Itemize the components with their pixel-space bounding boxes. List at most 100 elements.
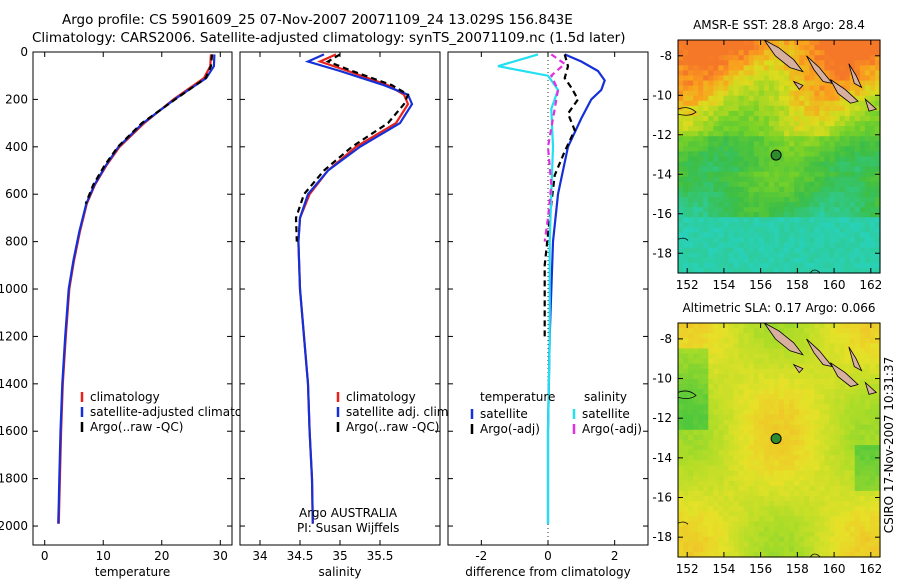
coastline: [809, 553, 821, 558]
coastline: [809, 269, 821, 274]
legend-label: satellite-adjusted climatology: [90, 405, 268, 419]
island-3: [830, 362, 859, 387]
legend-title: salinity: [584, 390, 627, 404]
y-tick-label: 1800: [0, 472, 28, 486]
sst-map: 152 154 156 158 160 162 -8 -10 -12 -14 -16 -18 AMSR-…: [652, 18, 882, 292]
figure-title-line2: Climatology: CARS2006. Satellite-adjuste…: [32, 30, 626, 46]
series-line-4: [543, 53, 567, 242]
legend-label: satellite: [582, 407, 630, 421]
y-tick-label: 200: [5, 92, 28, 106]
y-tick-label: 1000: [0, 282, 28, 296]
y-tick-label: -16: [652, 207, 672, 221]
island-4: [848, 346, 863, 372]
y-tick-label: 800: [5, 235, 28, 249]
pi-text: PI: Susan Wijffels: [297, 521, 399, 535]
y-tick-label: -12: [652, 128, 672, 142]
y-tick-label: 0: [20, 45, 28, 59]
island-1: [763, 322, 804, 356]
island-6: [864, 97, 878, 112]
map-color-field: [678, 40, 881, 274]
legend-title: temperature: [480, 390, 555, 404]
coastline: [677, 107, 697, 116]
credit-text: Argo AUSTRALIA: [299, 506, 398, 520]
timestamp-text: CSIRO 17-Nov-2007 10:31:37: [882, 357, 896, 533]
x-tick-label: 0: [544, 549, 552, 563]
x-tick-label: 160: [823, 278, 846, 292]
panel-frame: [32, 51, 233, 546]
x-tick-label: 154: [712, 278, 735, 292]
legend-label: climatology: [346, 390, 416, 404]
island-3: [830, 79, 859, 104]
legend-label: Argo(..raw -QC): [346, 420, 439, 434]
x-tick-label: 154: [712, 562, 735, 576]
map-frame: [677, 322, 881, 558]
argo-position-marker: [770, 433, 782, 445]
y-tick-label: 1400: [0, 377, 28, 391]
x-axis-label: temperature: [95, 565, 170, 579]
island-5: [792, 80, 804, 91]
y-tick-label: -12: [652, 411, 672, 425]
island-5: [792, 363, 804, 374]
y-tick-label: 600: [5, 187, 28, 201]
x-tick-label: 162: [859, 278, 882, 292]
x-tick-label: 152: [676, 562, 699, 576]
series-line-3: [294, 53, 410, 242]
series-line-3: [84, 54, 214, 205]
x-tick-label: 34: [252, 549, 267, 563]
y-tick-label: -18: [652, 530, 672, 544]
x-tick-label: 20: [154, 549, 169, 563]
x-tick-label: 156: [749, 278, 772, 292]
island-6: [864, 381, 878, 395]
y-tick-label: -10: [652, 372, 672, 386]
profile-panel-2: 34 34.5 35 35.5 salinity climatologysatellite…: [239, 51, 452, 579]
legend-label: Argo(-adj): [480, 422, 540, 436]
x-tick-label: 30: [213, 549, 228, 563]
map-title: Altimetric SLA: 0.17 Argo: 0.066: [682, 301, 875, 315]
x-axis-label: difference from climatology: [465, 565, 631, 579]
series-line-2: [57, 54, 216, 524]
x-axis-label: salinity: [318, 565, 361, 579]
series-line-3: [497, 53, 560, 524]
x-tick-label: 152: [676, 278, 699, 292]
x-tick-label: 35: [332, 549, 347, 563]
x-tick-label: 0: [41, 549, 49, 563]
island-2: [806, 55, 834, 85]
legend-label: satellite adj. clim.: [346, 405, 452, 419]
y-tick-label: 1200: [0, 329, 28, 343]
coastline: [677, 237, 689, 241]
figure-title-line1: Argo profile: CS 5901609_25 07-Nov-2007 …: [62, 12, 573, 28]
y-tick-label: 2000: [0, 519, 28, 533]
x-tick-label: 10: [96, 549, 111, 563]
profile-panel-1: 0 10 20 30 0 200 400 600 800 1000 1200 1400 1600 1800…: [0, 45, 268, 579]
y-tick-label: -8: [660, 49, 672, 63]
x-tick-label: 160: [823, 562, 846, 576]
series-line-2: [297, 53, 414, 524]
y-tick-label: -14: [652, 167, 672, 181]
coastline: [677, 521, 689, 525]
x-tick-label: 162: [859, 562, 882, 576]
panel-frame: [239, 51, 441, 546]
argo-position-marker: [770, 149, 782, 161]
map-frame: [677, 39, 881, 274]
legend-label: climatology: [90, 390, 160, 404]
x-tick-label: 2: [611, 549, 619, 563]
coastline: [677, 390, 697, 399]
legend-label: Argo(..raw -QC): [90, 420, 183, 434]
x-tick-label: 158: [786, 278, 809, 292]
x-tick-label: -2: [475, 549, 487, 563]
map-title: AMSR-E SST: 28.8 Argo: 28.4: [693, 18, 865, 32]
x-tick-label: 35.5: [367, 549, 394, 563]
y-tick-label: 400: [5, 140, 28, 154]
island-2: [806, 338, 834, 368]
y-tick-label: -14: [652, 451, 672, 465]
legend-label: satellite: [480, 407, 528, 421]
x-tick-label: 34.5: [287, 549, 314, 563]
y-tick-label: -8: [660, 332, 672, 346]
y-tick-label: -18: [652, 246, 672, 260]
map-color-field: [678, 323, 881, 558]
y-tick-label: -10: [652, 88, 672, 102]
x-tick-label: 158: [786, 562, 809, 576]
y-tick-label: -16: [652, 491, 672, 505]
sla-map: 152 154 156 158 160 162 -8 -10 -12 -14 -16 -18 Altim…: [652, 301, 882, 576]
